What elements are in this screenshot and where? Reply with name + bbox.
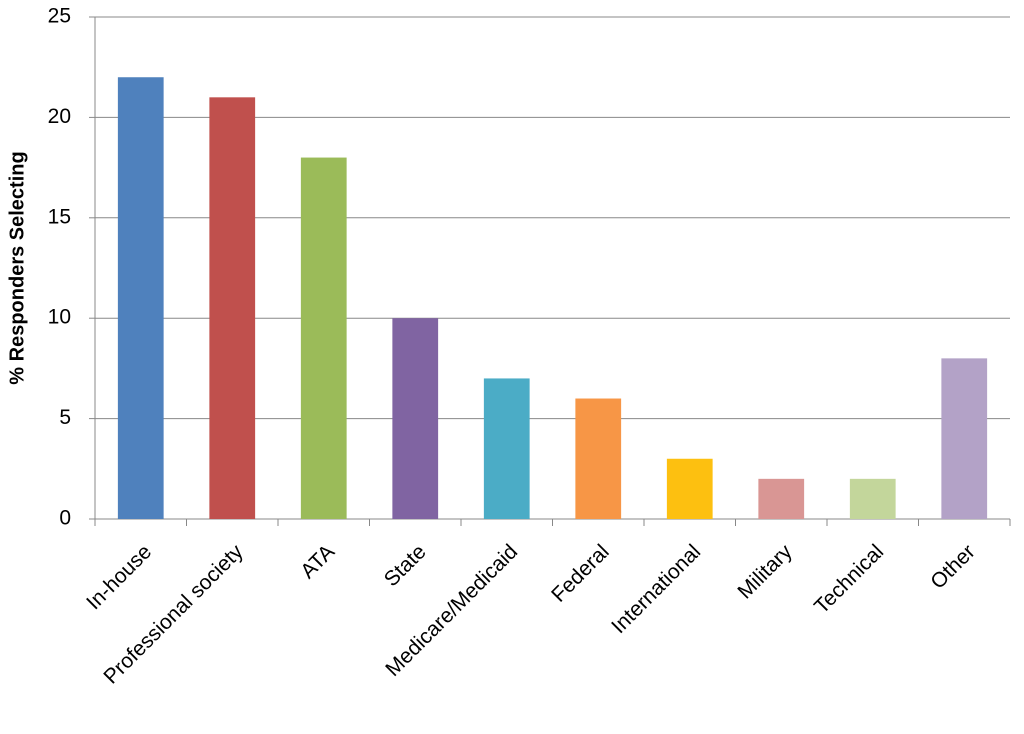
bar xyxy=(392,318,439,519)
x-tick-label: State xyxy=(380,540,431,591)
x-tick-label: Military xyxy=(733,540,797,604)
bar xyxy=(666,458,713,519)
y-tick-label: 15 xyxy=(48,205,71,228)
x-tick-label: Technical xyxy=(810,540,888,618)
x-tick-label: ATA xyxy=(296,540,339,583)
bar xyxy=(941,358,988,519)
bar xyxy=(300,157,347,519)
y-tick-label: 5 xyxy=(59,406,71,429)
bar xyxy=(575,398,622,519)
bar xyxy=(483,378,530,519)
y-axis-title: % Responders Selecting xyxy=(6,151,28,384)
bar xyxy=(117,77,164,520)
y-tick-label: 25 xyxy=(48,5,71,28)
x-tick-label: In-house xyxy=(82,540,156,614)
bar xyxy=(849,478,896,519)
y-tick-label: 10 xyxy=(48,306,71,329)
y-tick-label: 20 xyxy=(48,105,71,128)
y-tick-label: 0 xyxy=(59,507,71,530)
bar xyxy=(209,97,256,519)
x-tick-label: International xyxy=(607,540,705,638)
x-tick-label: Federal xyxy=(547,540,614,607)
bar xyxy=(758,478,805,519)
x-tick-label: Other xyxy=(926,540,979,593)
